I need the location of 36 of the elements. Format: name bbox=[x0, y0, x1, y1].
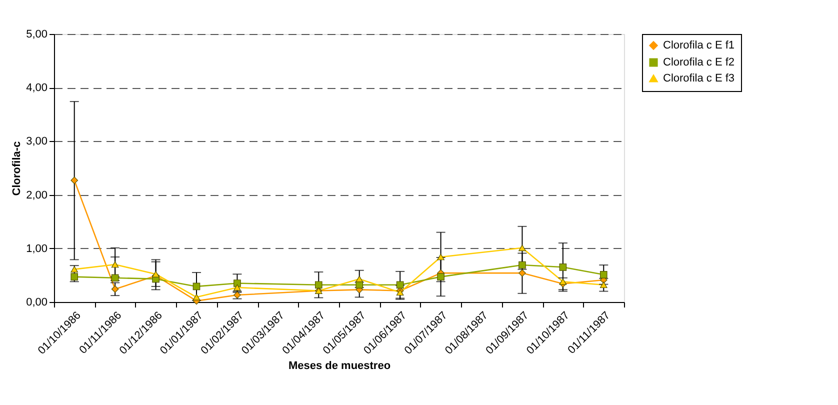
point bbox=[518, 244, 526, 252]
legend-label: Clorofila c E f2 bbox=[663, 56, 735, 68]
point bbox=[314, 281, 322, 288]
point bbox=[152, 270, 160, 278]
point bbox=[356, 276, 364, 282]
point bbox=[437, 254, 444, 260]
point bbox=[600, 282, 608, 288]
y-tick-label: 2,00 bbox=[26, 189, 48, 202]
y-tick-label: 0,00 bbox=[26, 296, 48, 308]
point bbox=[192, 294, 200, 300]
point bbox=[518, 269, 526, 277]
y-axis-title: Clorofila-c bbox=[11, 141, 24, 196]
point bbox=[234, 284, 241, 291]
point bbox=[70, 273, 78, 280]
y-tick-label: 5,00 bbox=[26, 28, 48, 40]
x-axis-title: Meses de muestreo bbox=[288, 360, 391, 372]
y-tick-label: 3,00 bbox=[26, 136, 48, 148]
point bbox=[559, 278, 567, 285]
point bbox=[111, 261, 119, 268]
point bbox=[234, 280, 241, 287]
point bbox=[437, 273, 444, 280]
point bbox=[70, 266, 78, 273]
y-tick-label: 1,00 bbox=[26, 242, 48, 255]
point bbox=[518, 261, 526, 269]
point bbox=[396, 289, 404, 296]
point bbox=[192, 282, 200, 290]
y-tick-label: 4,00 bbox=[26, 82, 48, 94]
point bbox=[70, 176, 78, 184]
point bbox=[600, 271, 608, 278]
point bbox=[396, 281, 404, 288]
point bbox=[111, 285, 119, 293]
point bbox=[559, 264, 567, 271]
point bbox=[111, 274, 119, 282]
point bbox=[356, 281, 364, 288]
legend-label: Clorofila c E f3 bbox=[663, 72, 735, 84]
legend-label: Clorofila c E f1 bbox=[663, 40, 735, 52]
